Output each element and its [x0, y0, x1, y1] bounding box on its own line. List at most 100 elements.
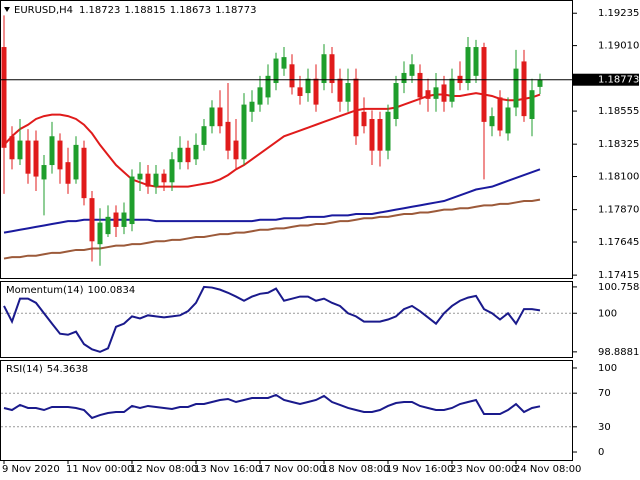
candle-body [305, 78, 311, 94]
candle-body [433, 87, 439, 99]
candle-body [369, 118, 375, 151]
x-tick-label: 11 Nov 00:00 [66, 464, 133, 475]
candle-body [409, 64, 415, 76]
candle-body [345, 83, 351, 102]
candle-body [537, 79, 543, 87]
candle-body [329, 54, 335, 84]
y-tick-label: 1.18555 [598, 106, 639, 117]
candle-body [481, 47, 487, 122]
candle-body [169, 159, 175, 183]
y-tick-label: 98.8881 [598, 347, 639, 358]
y-tick-label: 1.19010 [598, 41, 639, 52]
candle-body [33, 140, 39, 177]
candle-body [425, 90, 431, 99]
candle-body [529, 90, 535, 119]
y-tick-label: 1.19235 [598, 8, 639, 19]
indicator-value: 100.0834 [88, 285, 136, 296]
candle-body [497, 97, 503, 131]
candle-body [281, 57, 287, 69]
candle-body [249, 101, 255, 112]
open-value: 1.18723 [79, 5, 120, 16]
candle-body [1, 47, 7, 148]
price-panel [0, 0, 573, 279]
candle-body [113, 212, 119, 227]
candle-body [185, 147, 191, 163]
candle-body [105, 216, 111, 235]
rsi-title: RSI(14) 54.3638 [6, 364, 88, 375]
candle-body [289, 64, 295, 88]
high-value: 1.18815 [124, 5, 165, 16]
candle-body [9, 136, 15, 160]
candle-body [17, 140, 23, 160]
indicator-line [3, 393, 541, 420]
candle-body [361, 111, 367, 127]
candle-body [377, 118, 383, 151]
symbol: EURUSD,H4 [14, 5, 73, 16]
candle-body [505, 107, 511, 134]
candle-body [73, 144, 79, 180]
momentum-panel [0, 281, 573, 358]
y-tick-label: 1.18325 [598, 139, 639, 150]
candle-body [49, 136, 55, 166]
low-value: 1.18673 [170, 5, 211, 16]
y-tick-label: 100.7584 [598, 282, 640, 293]
candle-body [193, 144, 199, 160]
menu-arrow [4, 7, 10, 12]
price-tag-label: 1.18773 [598, 75, 639, 86]
x-tick-label: 13 Nov 16:00 [194, 464, 261, 475]
candle-body [97, 222, 103, 245]
candle-body [465, 47, 471, 84]
moving-average [3, 198, 541, 260]
y-tick-label: 0 [598, 447, 604, 458]
candle-body [57, 140, 63, 170]
candle-body [129, 176, 135, 225]
x-tick-label: 18 Nov 08:00 [322, 464, 389, 475]
candle-body [489, 116, 495, 127]
indicator-line [3, 285, 541, 353]
y-tick-label: 100 [598, 308, 617, 319]
x-tick-label: 17 Nov 00:00 [258, 464, 325, 475]
candle-body [417, 72, 423, 98]
candle-body [521, 61, 527, 117]
candle-body [137, 173, 143, 180]
candle-body [65, 162, 71, 184]
candle-body [273, 58, 279, 84]
x-tick-label: 9 Nov 2020 [2, 464, 60, 475]
close-value: 1.18773 [215, 5, 256, 16]
candle-body [393, 83, 399, 119]
candle-body [513, 68, 519, 108]
candle-body [353, 78, 359, 137]
price-tag [573, 73, 639, 86]
candle-body [233, 140, 239, 160]
candle-body [401, 72, 407, 84]
candle-body [81, 147, 87, 199]
x-tick-label: 24 Nov 08:00 [514, 464, 581, 475]
y-tick-label: 1.18100 [598, 172, 639, 183]
y-tick-label: 30 [598, 422, 611, 433]
candle-body [41, 165, 47, 180]
candle-body [225, 121, 231, 151]
candle-body [265, 75, 271, 98]
candle-body [257, 87, 263, 105]
candle-body [209, 107, 215, 127]
candle-body [177, 147, 183, 163]
candle-body [201, 126, 207, 145]
candle-body [441, 84, 447, 102]
rsi-panel [0, 360, 573, 461]
candle-body [153, 173, 159, 187]
candle-body [25, 140, 31, 174]
momentum-title: Momentum(14) 100.0834 [6, 285, 135, 296]
candle-body [89, 198, 95, 242]
x-tick-label: 12 Nov 08:00 [130, 464, 197, 475]
candle-body [473, 47, 479, 76]
candle-body [321, 54, 327, 84]
candle-body [385, 111, 391, 151]
indicator-name: Momentum(14) [6, 285, 84, 296]
y-tick-label: 1.17415 [598, 270, 639, 281]
candle-body [313, 78, 319, 105]
candle-body [217, 107, 223, 127]
chart-header: EURUSD,H4 1.18723 1.18815 1.18673 1.18773 [14, 5, 256, 16]
candle-body [337, 78, 343, 102]
